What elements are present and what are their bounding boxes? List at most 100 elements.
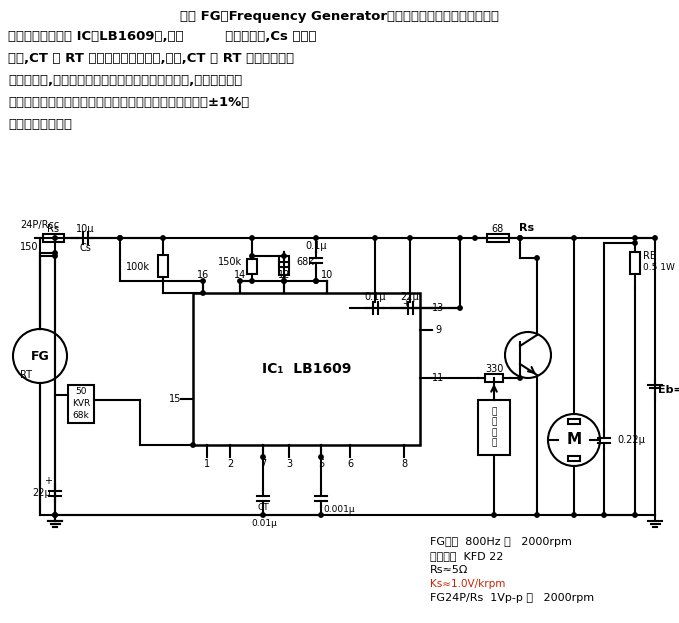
Bar — [43, 234, 64, 242]
Circle shape — [458, 306, 462, 310]
Text: 15: 15 — [169, 394, 181, 404]
Circle shape — [53, 254, 57, 258]
Text: 采用 FG（Frequency Generator）可以获得较高的转速稳定性。: 采用 FG（Frequency Generator）可以获得较高的转速稳定性。 — [179, 10, 498, 23]
Text: RT: RT — [20, 370, 32, 380]
Text: Rs≈5Ω: Rs≈5Ω — [430, 565, 469, 575]
Text: FG: FG — [31, 350, 50, 363]
Text: Rs: Rs — [519, 223, 534, 233]
Text: 10μ: 10μ — [76, 224, 94, 234]
Bar — [485, 374, 503, 382]
Circle shape — [314, 279, 318, 283]
Text: Rs: Rs — [47, 224, 59, 234]
Bar — [478, 400, 510, 455]
Circle shape — [633, 235, 637, 240]
Circle shape — [473, 235, 477, 240]
Circle shape — [633, 241, 637, 245]
Text: 3: 3 — [286, 459, 292, 469]
Text: +: + — [44, 476, 52, 486]
Text: 使用电机  KFD 22: 使用电机 KFD 22 — [430, 551, 503, 561]
Text: 68k: 68k — [296, 257, 314, 267]
Bar — [486, 234, 509, 242]
Circle shape — [535, 513, 539, 517]
Text: 5: 5 — [318, 459, 324, 469]
Circle shape — [518, 376, 522, 380]
Bar — [279, 256, 289, 267]
Circle shape — [282, 254, 287, 258]
Text: 150k: 150k — [218, 257, 242, 267]
Text: 22μ: 22μ — [33, 488, 52, 498]
Circle shape — [250, 279, 254, 283]
Bar — [193, 293, 420, 445]
Text: IC₁  LB1609: IC₁ LB1609 — [262, 362, 351, 376]
Circle shape — [492, 513, 496, 517]
Circle shape — [161, 235, 165, 240]
Text: 11: 11 — [432, 373, 444, 383]
Text: 0.1μ: 0.1μ — [364, 292, 386, 302]
Text: Cs: Cs — [79, 243, 91, 253]
Text: 6: 6 — [347, 459, 353, 469]
Circle shape — [238, 279, 242, 283]
Circle shape — [535, 256, 539, 260]
Circle shape — [53, 251, 57, 255]
Text: 9: 9 — [435, 325, 441, 335]
Text: 330: 330 — [485, 364, 503, 374]
Text: 0.22μ: 0.22μ — [617, 435, 645, 445]
Bar — [247, 259, 257, 275]
Text: CT: CT — [257, 503, 269, 513]
Text: RE: RE — [643, 251, 656, 261]
Text: 下的转速稳定性。: 下的转速稳定性。 — [8, 118, 72, 131]
Circle shape — [53, 235, 57, 240]
Circle shape — [53, 513, 57, 517]
Circle shape — [314, 279, 318, 283]
Text: FG24P/Rs  1Vp-p 在   2000rpm: FG24P/Rs 1Vp-p 在 2000rpm — [430, 593, 594, 603]
Text: 24P/Rcc: 24P/Rcc — [20, 220, 59, 230]
Text: 0.001μ: 0.001μ — [323, 505, 354, 515]
Text: 68k: 68k — [73, 411, 90, 419]
Circle shape — [282, 279, 287, 283]
Circle shape — [572, 235, 576, 240]
Text: 保
护
电
阻: 保 护 电 阻 — [492, 407, 496, 447]
Bar — [568, 456, 580, 461]
Circle shape — [261, 513, 265, 517]
Bar — [630, 252, 640, 274]
Circle shape — [250, 254, 254, 258]
Text: 68: 68 — [491, 224, 503, 234]
Circle shape — [518, 235, 522, 240]
Text: 控制部分采用专用 IC（LB1609）,如图         所示。其中,Cs 为耦合: 控制部分采用专用 IC（LB1609）,如图 所示。其中,Cs 为耦合 — [8, 30, 316, 43]
Text: 13: 13 — [432, 303, 444, 313]
Text: 0.1μ: 0.1μ — [306, 241, 327, 251]
Text: 电容,CT 与 RT 共同决定电机的转速,因此,CT 和 RT 应当具有较好: 电容,CT 与 RT 共同决定电机的转速,因此,CT 和 RT 应当具有较好 — [8, 52, 294, 65]
Circle shape — [282, 279, 287, 283]
Circle shape — [250, 235, 254, 240]
Text: 22μ: 22μ — [401, 292, 420, 302]
Circle shape — [653, 235, 657, 240]
Circle shape — [458, 235, 462, 240]
Circle shape — [373, 235, 378, 240]
Circle shape — [53, 513, 57, 517]
Circle shape — [201, 291, 205, 295]
Text: 50: 50 — [75, 388, 87, 396]
Circle shape — [518, 235, 522, 240]
Bar — [568, 419, 580, 424]
Circle shape — [117, 235, 122, 240]
Circle shape — [261, 455, 265, 459]
Circle shape — [314, 235, 318, 240]
Text: 10: 10 — [321, 270, 333, 280]
Circle shape — [602, 513, 606, 517]
Text: 0.5 1W: 0.5 1W — [643, 262, 675, 272]
Text: +: + — [403, 300, 409, 308]
Text: 7: 7 — [260, 459, 266, 469]
Circle shape — [572, 513, 576, 517]
Text: 度特性的电阻和具有负温度特性的电容巧妙结合便可实现±1%以: 度特性的电阻和具有负温度特性的电容巧妙结合便可实现±1%以 — [8, 96, 249, 109]
Text: 的温度特性,最好使用金属膜电阻和聚丙烯薄膜电容,这样具有正温: 的温度特性,最好使用金属膜电阻和聚丙烯薄膜电容,这样具有正温 — [8, 74, 242, 87]
Text: 12: 12 — [278, 270, 290, 280]
Text: 8: 8 — [401, 459, 407, 469]
Text: 1: 1 — [204, 459, 210, 469]
Circle shape — [117, 235, 122, 240]
Circle shape — [201, 279, 205, 283]
Circle shape — [191, 443, 195, 447]
Text: 2: 2 — [227, 459, 233, 469]
Text: KVR: KVR — [72, 399, 90, 409]
Text: 16: 16 — [197, 270, 209, 280]
Text: 14: 14 — [234, 270, 246, 280]
